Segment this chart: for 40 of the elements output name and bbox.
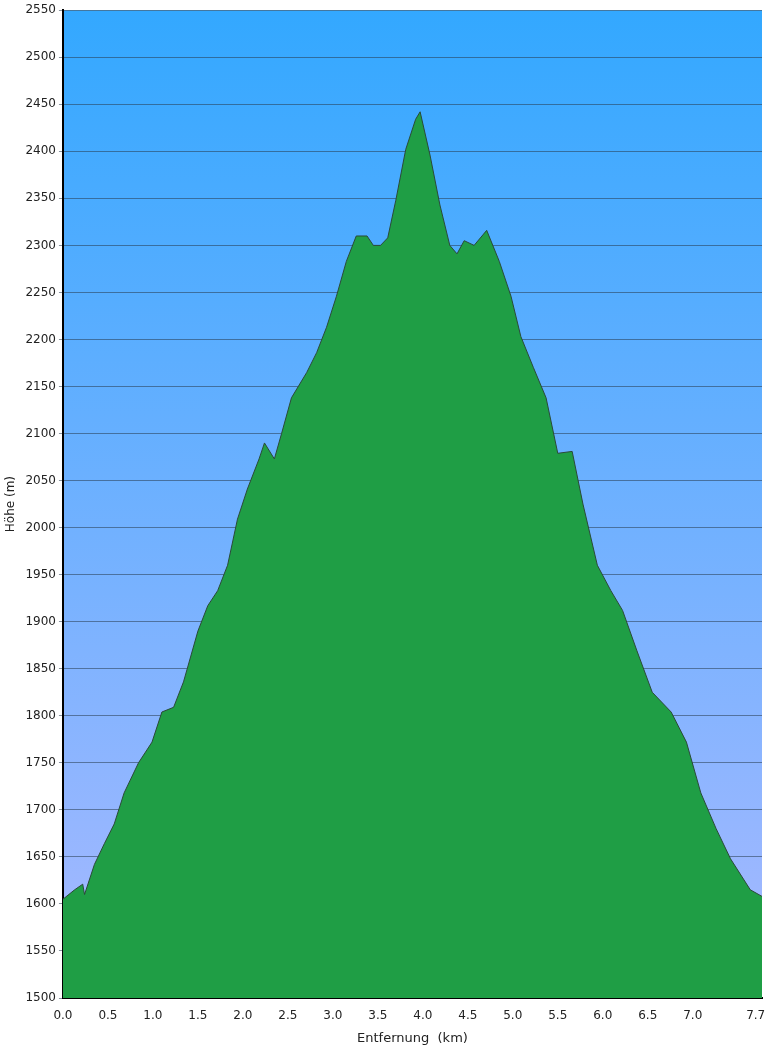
x-tick-label: 2.5: [278, 1008, 298, 1023]
y-tick-label: 2400: [25, 143, 56, 158]
y-tick-label: 1650: [25, 849, 56, 864]
x-tick-label: 6.0: [593, 1008, 613, 1023]
x-tick-label: 0.0: [53, 1008, 73, 1023]
x-tick-label: 3.0: [323, 1008, 343, 1023]
y-tick-label: 2150: [25, 378, 56, 393]
y-tick-label: 2100: [25, 425, 56, 440]
y-tick-label: 2000: [25, 519, 56, 534]
x-tick-label: 7.0: [683, 1008, 703, 1023]
x-tick-label: 1.0: [143, 1008, 163, 1023]
y-tick-label: 2200: [25, 331, 56, 346]
y-tick-label: 1900: [25, 613, 56, 628]
y-tick-label: 1700: [25, 801, 56, 816]
y-tick-label: 2350: [25, 190, 56, 205]
x-tick-label: 5.0: [503, 1008, 523, 1023]
x-tick-label: 4.0: [413, 1008, 433, 1023]
y-tick-label: 1500: [25, 990, 56, 1005]
y-axis-title: Höhe (m): [3, 475, 18, 533]
x-tick-label: 3.5: [368, 1008, 388, 1023]
y-tick-label: 1950: [25, 566, 56, 581]
x-tick-label: 1.5: [188, 1008, 208, 1023]
x-tick-label: 0.5: [98, 1008, 118, 1023]
x-tick-label: 2.0: [233, 1008, 253, 1023]
x-tick-label: 4.5: [458, 1008, 478, 1023]
y-tick-label: 2550: [25, 2, 56, 17]
y-tick-label: 1600: [25, 896, 56, 911]
y-tick-label: 2050: [25, 472, 56, 487]
y-tick-label: 1550: [25, 943, 56, 958]
x-tick-label: 7.7: [746, 1008, 766, 1023]
y-tick-label: 1850: [25, 660, 56, 675]
y-tick-label: 2250: [25, 284, 56, 299]
x-tick-label: 6.5: [638, 1008, 658, 1023]
y-tick-label: 2450: [25, 96, 56, 111]
y-tick-label: 2300: [25, 237, 56, 252]
y-tick-label: 1800: [25, 707, 56, 722]
x-axis-title: Entfernung (km): [357, 1029, 468, 1045]
y-tick-label: 2500: [25, 49, 56, 64]
x-tick-label: 5.5: [548, 1008, 568, 1023]
y-tick-label: 1750: [25, 754, 56, 769]
